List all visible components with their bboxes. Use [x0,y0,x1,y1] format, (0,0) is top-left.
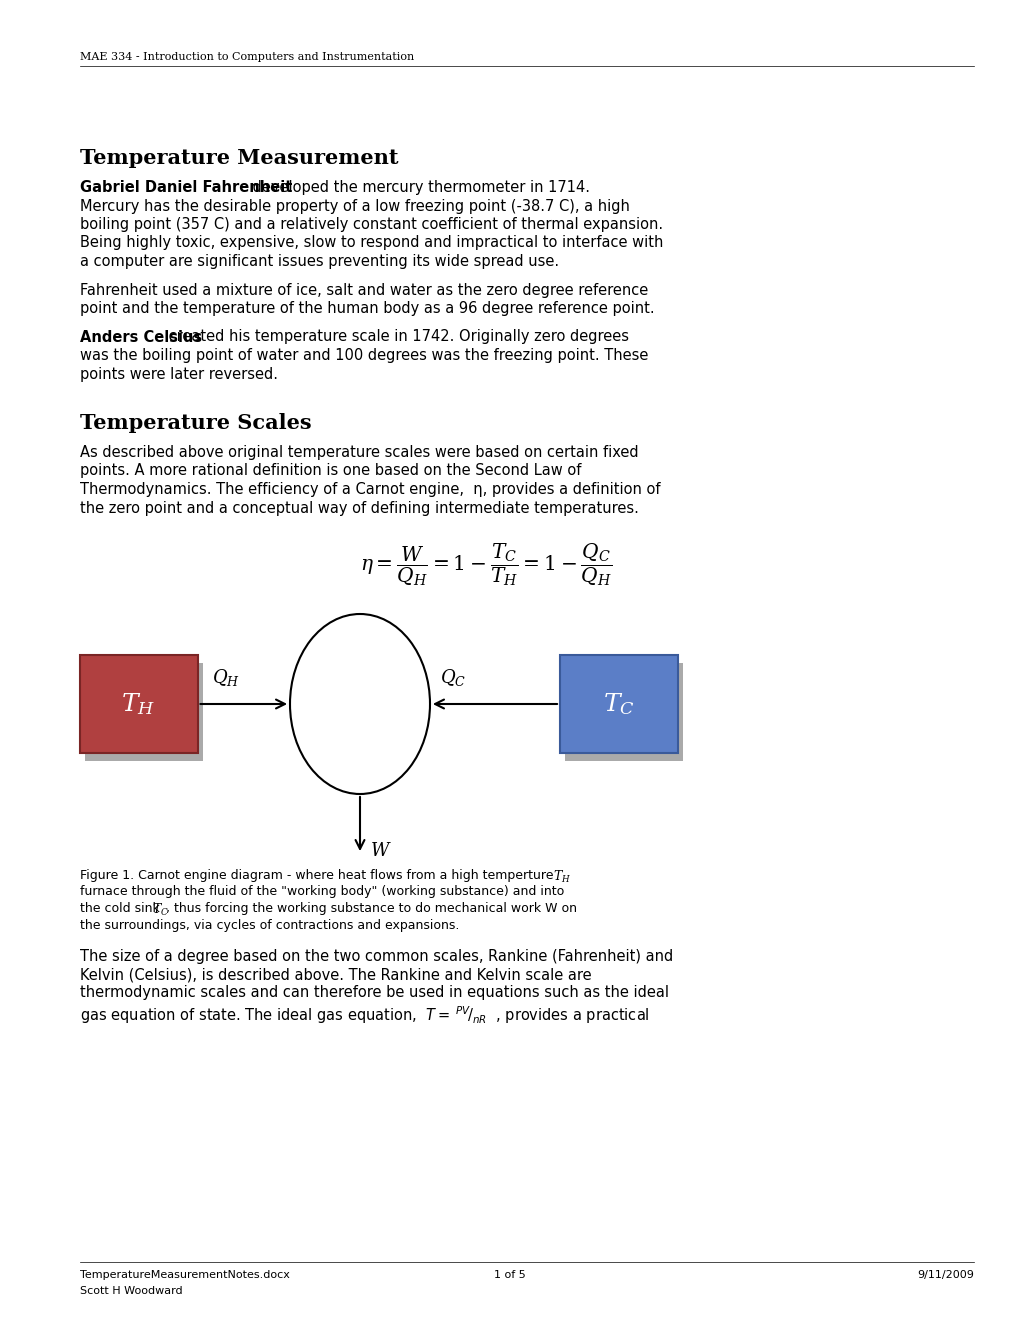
Text: Mercury has the desirable property of a low freezing point (-38.7 C), a high: Mercury has the desirable property of a … [79,198,629,214]
Text: points were later reversed.: points were later reversed. [79,367,277,381]
Text: Anders Celsius: Anders Celsius [79,330,202,345]
Text: As described above original temperature scales were based on certain fixed: As described above original temperature … [79,445,638,459]
Text: $\eta = \dfrac{W}{Q_H} = 1 - \dfrac{T_C}{T_H} = 1 - \dfrac{Q_C}{Q_H}$: $\eta = \dfrac{W}{Q_H} = 1 - \dfrac{T_C}… [360,541,611,587]
Text: Temperature Measurement: Temperature Measurement [79,148,397,168]
Text: Fahrenheit used a mixture of ice, salt and water as the zero degree reference: Fahrenheit used a mixture of ice, salt a… [79,282,647,297]
Text: created his temperature scale in 1742. Originally zero degrees: created his temperature scale in 1742. O… [163,330,628,345]
Text: The size of a degree based on the two common scales, Rankine (Fahrenheit) and: The size of a degree based on the two co… [79,949,673,964]
Text: MAE 334 - Introduction to Computers and Instrumentation: MAE 334 - Introduction to Computers and … [79,51,414,62]
Bar [79,655,198,752]
Text: , thus forcing the working substance to do mechanical work W on: , thus forcing the working substance to … [165,902,576,915]
Text: 9/11/2009: 9/11/2009 [916,1270,973,1280]
Text: $T_H$: $T_H$ [552,869,570,886]
Ellipse shape [289,614,430,795]
FancyArrowPatch shape [200,700,284,709]
Text: boiling point (357 C) and a relatively constant coefficient of thermal expansion: boiling point (357 C) and a relatively c… [79,216,662,232]
Bar [85,663,203,762]
Text: $\mathit{W}$: $\mathit{W}$ [370,842,391,861]
Text: 1 of 5: 1 of 5 [493,1270,526,1280]
Text: the cold sink: the cold sink [79,902,163,915]
Text: the surroundings, via cycles of contractions and expansions.: the surroundings, via cycles of contract… [79,919,459,932]
Text: point and the temperature of the human body as a 96 degree reference point.: point and the temperature of the human b… [79,301,653,315]
Text: Temperature Scales: Temperature Scales [79,413,311,433]
Text: the zero point and a conceptual way of defining intermediate temperatures.: the zero point and a conceptual way of d… [79,500,638,516]
FancyArrowPatch shape [356,797,364,849]
Text: developed the mercury thermometer in 1714.: developed the mercury thermometer in 171… [248,180,589,195]
Bar [559,655,678,752]
Text: $\mathit{Q_C}$: $\mathit{Q_C}$ [439,667,466,688]
Text: $\mathit{T_H}$: $\mathit{T_H}$ [121,692,156,717]
Text: Kelvin (Celsius), is described above. The Rankine and Kelvin scale are: Kelvin (Celsius), is described above. Th… [79,968,591,982]
Text: Thermodynamics. The efficiency of a Carnot engine,  η, provides a definition of: Thermodynamics. The efficiency of a Carn… [79,482,659,498]
FancyArrowPatch shape [435,700,556,709]
Text: a computer are significant issues preventing its wide spread use.: a computer are significant issues preven… [79,253,558,269]
Text: TemperatureMeasurementNotes.docx: TemperatureMeasurementNotes.docx [79,1270,289,1280]
Text: $T_C$: $T_C$ [152,902,168,919]
Text: Being highly toxic, expensive, slow to respond and impractical to interface with: Being highly toxic, expensive, slow to r… [79,235,662,251]
Text: gas equation of state. The ideal gas equation,  $T = \,^{PV\!}/_{nR}$  , provide: gas equation of state. The ideal gas equ… [79,1005,649,1026]
Text: was the boiling point of water and 100 degrees was the freezing point. These: was the boiling point of water and 100 d… [79,348,647,363]
Text: thermodynamic scales and can therefore be used in equations such as the ideal: thermodynamic scales and can therefore b… [79,986,667,1001]
Text: Gabriel Daniel Fahrenheit: Gabriel Daniel Fahrenheit [79,180,291,195]
Text: $\mathit{Q_H}$: $\mathit{Q_H}$ [211,667,239,688]
Text: $\mathit{T_C}$: $\mathit{T_C}$ [602,692,634,717]
Text: points. A more rational definition is one based on the Second Law of: points. A more rational definition is on… [79,463,581,479]
Text: Scott H Woodward: Scott H Woodward [79,1286,182,1296]
Bar [565,663,683,762]
Text: furnace through the fluid of the "working body" (working substance) and into: furnace through the fluid of the "workin… [79,886,564,899]
Text: Figure 1. Carnot engine diagram - where heat flows from a high temperture: Figure 1. Carnot engine diagram - where … [79,869,556,882]
